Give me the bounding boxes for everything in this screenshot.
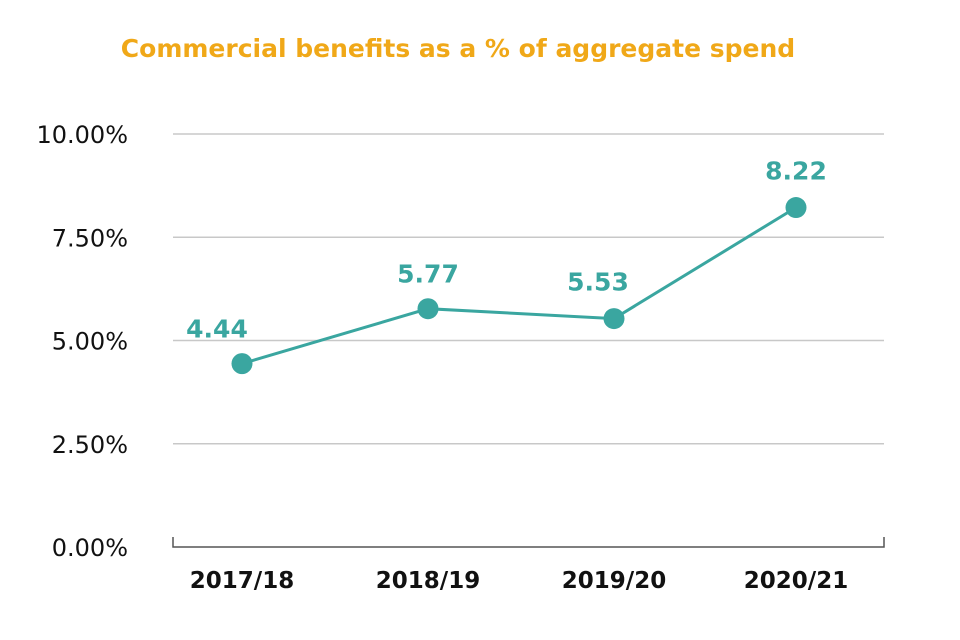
data-point	[785, 197, 807, 219]
data-label: 5.77	[397, 260, 459, 289]
x-tick-label: 2019/20	[562, 568, 666, 594]
x-tick-label: 2017/18	[190, 568, 294, 594]
data-label: 8.22	[765, 157, 827, 186]
y-tick-label: 0.00%	[52, 534, 128, 562]
series-line	[241, 206, 797, 366]
data-label: 5.53	[567, 268, 629, 297]
data-point	[603, 308, 625, 330]
x-axis	[172, 537, 885, 548]
y-tick-label: 2.50%	[52, 431, 128, 459]
chart-title: Commercial benefits as a % of aggregate …	[120, 34, 796, 63]
data-point	[231, 353, 253, 375]
y-tick-label: 7.50%	[52, 224, 128, 252]
y-tick-label: 10.00%	[36, 121, 128, 149]
data-point	[417, 298, 439, 320]
data-label: 4.44	[186, 315, 248, 344]
x-tick-label: 2020/21	[744, 568, 848, 594]
y-tick-label: 5.00%	[52, 328, 128, 356]
x-tick-label: 2018/19	[376, 568, 480, 594]
